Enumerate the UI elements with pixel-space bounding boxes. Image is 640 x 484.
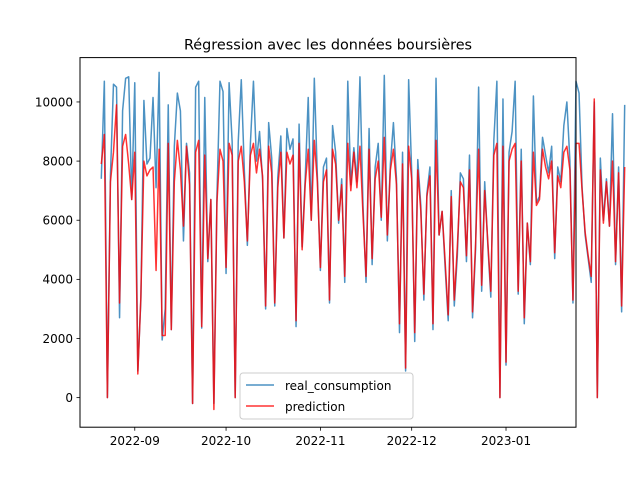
y-tick-label: 6000	[42, 214, 73, 228]
x-axis: 2022-09 2022-10 2022-11 2022-12 2023-01	[110, 427, 531, 448]
y-tick-label: 10000	[35, 95, 73, 109]
y-tick-label: 2000	[42, 332, 73, 346]
y-tick-label: 0	[65, 391, 73, 405]
series-line-prediction	[100, 98, 626, 411]
x-tick-label: 2023-01	[481, 434, 531, 448]
y-tick-label: 4000	[42, 273, 73, 287]
x-tick-label: 2022-10	[201, 434, 251, 448]
x-tick-label: 2022-12	[387, 434, 437, 448]
legend: real_consumption prediction	[239, 372, 414, 420]
y-tick-label: 8000	[42, 154, 73, 168]
axes-frame	[79, 57, 577, 428]
legend-label-real-consumption: real_consumption	[285, 379, 391, 393]
plot-area	[79, 57, 626, 428]
x-tick-label: 2022-11	[295, 434, 345, 448]
x-tick-label: 2022-09	[110, 434, 160, 448]
legend-label-prediction: prediction	[285, 400, 345, 414]
legend-box	[239, 372, 414, 420]
chart-title: Régression avec les données boursières	[184, 38, 472, 54]
series-layer	[100, 71, 626, 411]
y-axis: 0 2000 4000 6000 8000 10000	[35, 95, 80, 405]
